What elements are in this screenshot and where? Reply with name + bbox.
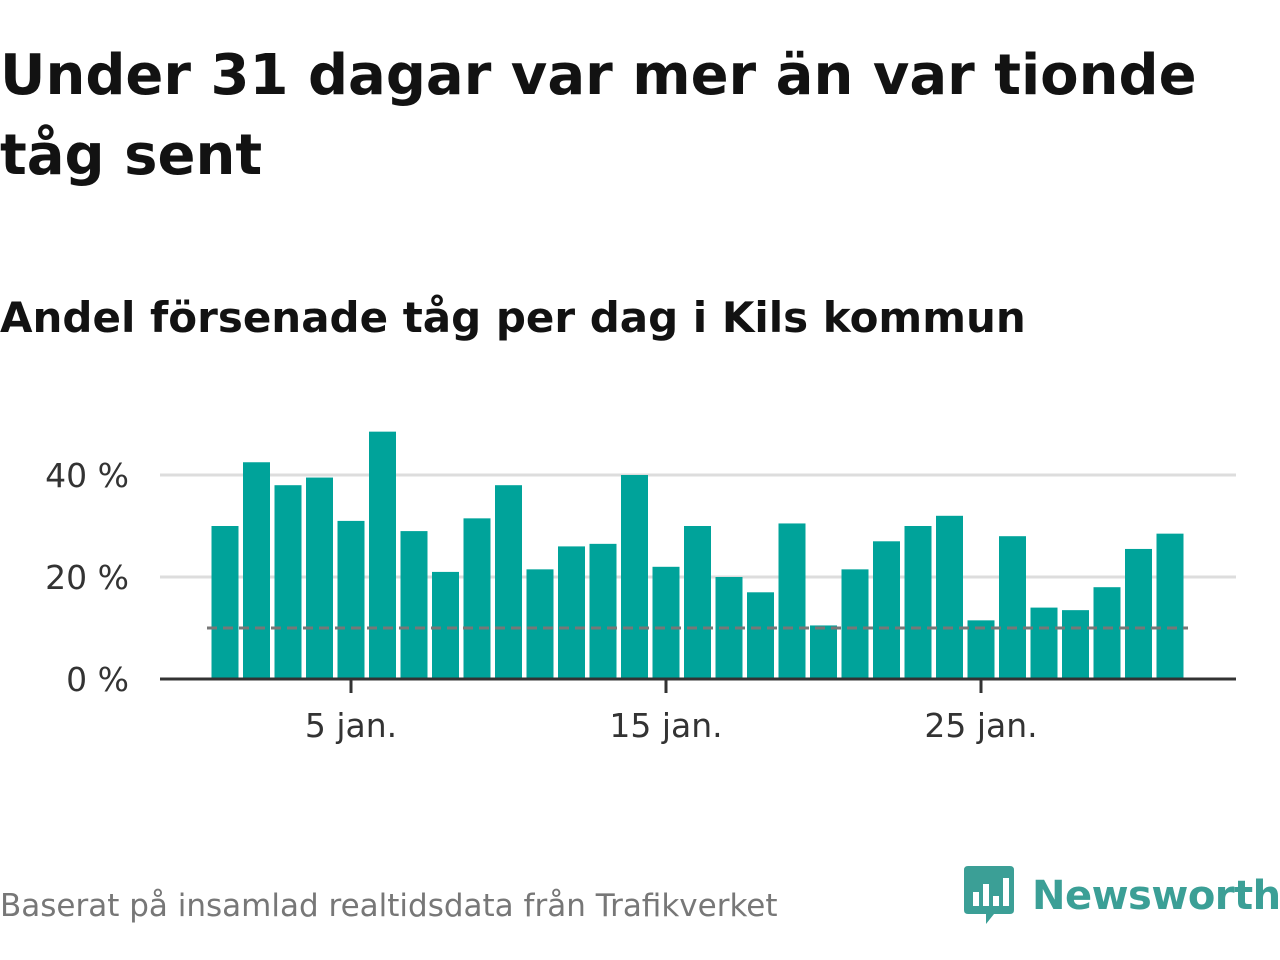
bar-day-28[interactable] <box>1062 610 1089 679</box>
bar-day-13[interactable] <box>589 543 617 679</box>
x-tick-label: 15 jan. <box>609 706 722 745</box>
x-axis <box>160 677 1236 693</box>
bar-day-6[interactable] <box>369 431 396 679</box>
bar-day-11[interactable] <box>526 569 554 679</box>
bar-day-30[interactable] <box>1125 548 1152 679</box>
x-tick-label: 5 jan. <box>305 706 397 745</box>
chart-subtitle: Andel försenade tåg per dag i Kils kommu… <box>0 293 1026 342</box>
y-axis-labels: 0 % 20 % 40 % <box>45 456 129 699</box>
brand-logo[interactable]: Newsworthy <box>964 864 1280 928</box>
bar-day-29[interactable] <box>1093 587 1121 679</box>
bar-day-31[interactable] <box>1156 533 1184 679</box>
newsworthy-chart-bubble-icon <box>964 866 1014 924</box>
bar-day-23[interactable] <box>904 526 932 679</box>
bar-day-21[interactable] <box>841 569 869 679</box>
bar-day-4[interactable] <box>306 477 333 679</box>
x-axis-labels: 5 jan. 15 jan. 25 jan. <box>305 706 1038 745</box>
bar-chart: 0 % 20 % 40 % 5 jan. 15 jan. 25 jan. <box>45 431 1236 745</box>
bar-day-15[interactable] <box>652 566 680 679</box>
bars <box>211 431 1184 679</box>
bar-day-18[interactable] <box>747 592 774 679</box>
y-tick-label: 0 % <box>66 660 129 699</box>
bar-day-22[interactable] <box>873 541 900 679</box>
bar-day-5[interactable] <box>337 520 365 679</box>
bar-day-8[interactable] <box>432 571 459 679</box>
bar-day-9[interactable] <box>463 518 491 679</box>
bar-day-20[interactable] <box>810 625 837 679</box>
bar-day-1[interactable] <box>211 526 239 679</box>
chart-title: Under 31 dagar var mer än var tionde tåg… <box>0 43 1197 188</box>
bar-day-7[interactable] <box>400 531 428 679</box>
bar-day-24[interactable] <box>936 515 963 679</box>
brand-name: Newsworthy <box>1032 873 1280 919</box>
source-note: Baserat på insamlad realtidsdata från Tr… <box>0 888 778 924</box>
bar-day-10[interactable] <box>495 485 522 679</box>
bar-day-16[interactable] <box>684 526 711 679</box>
bar-day-19[interactable] <box>778 523 806 679</box>
y-tick-label: 20 % <box>45 558 129 597</box>
bar-day-14[interactable] <box>621 475 648 679</box>
y-tick-label: 40 % <box>45 456 129 495</box>
bar-day-25[interactable] <box>967 620 995 679</box>
bar-day-26[interactable] <box>999 536 1026 679</box>
bar-day-2[interactable] <box>243 462 270 679</box>
bar-day-12[interactable] <box>558 546 585 679</box>
bar-day-3[interactable] <box>274 485 302 679</box>
bar-day-27[interactable] <box>1030 607 1058 679</box>
chart-area: 0 % 20 % 40 % 5 jan. 15 jan. 25 jan. <box>0 400 1280 770</box>
x-tick-label: 25 jan. <box>924 706 1037 745</box>
